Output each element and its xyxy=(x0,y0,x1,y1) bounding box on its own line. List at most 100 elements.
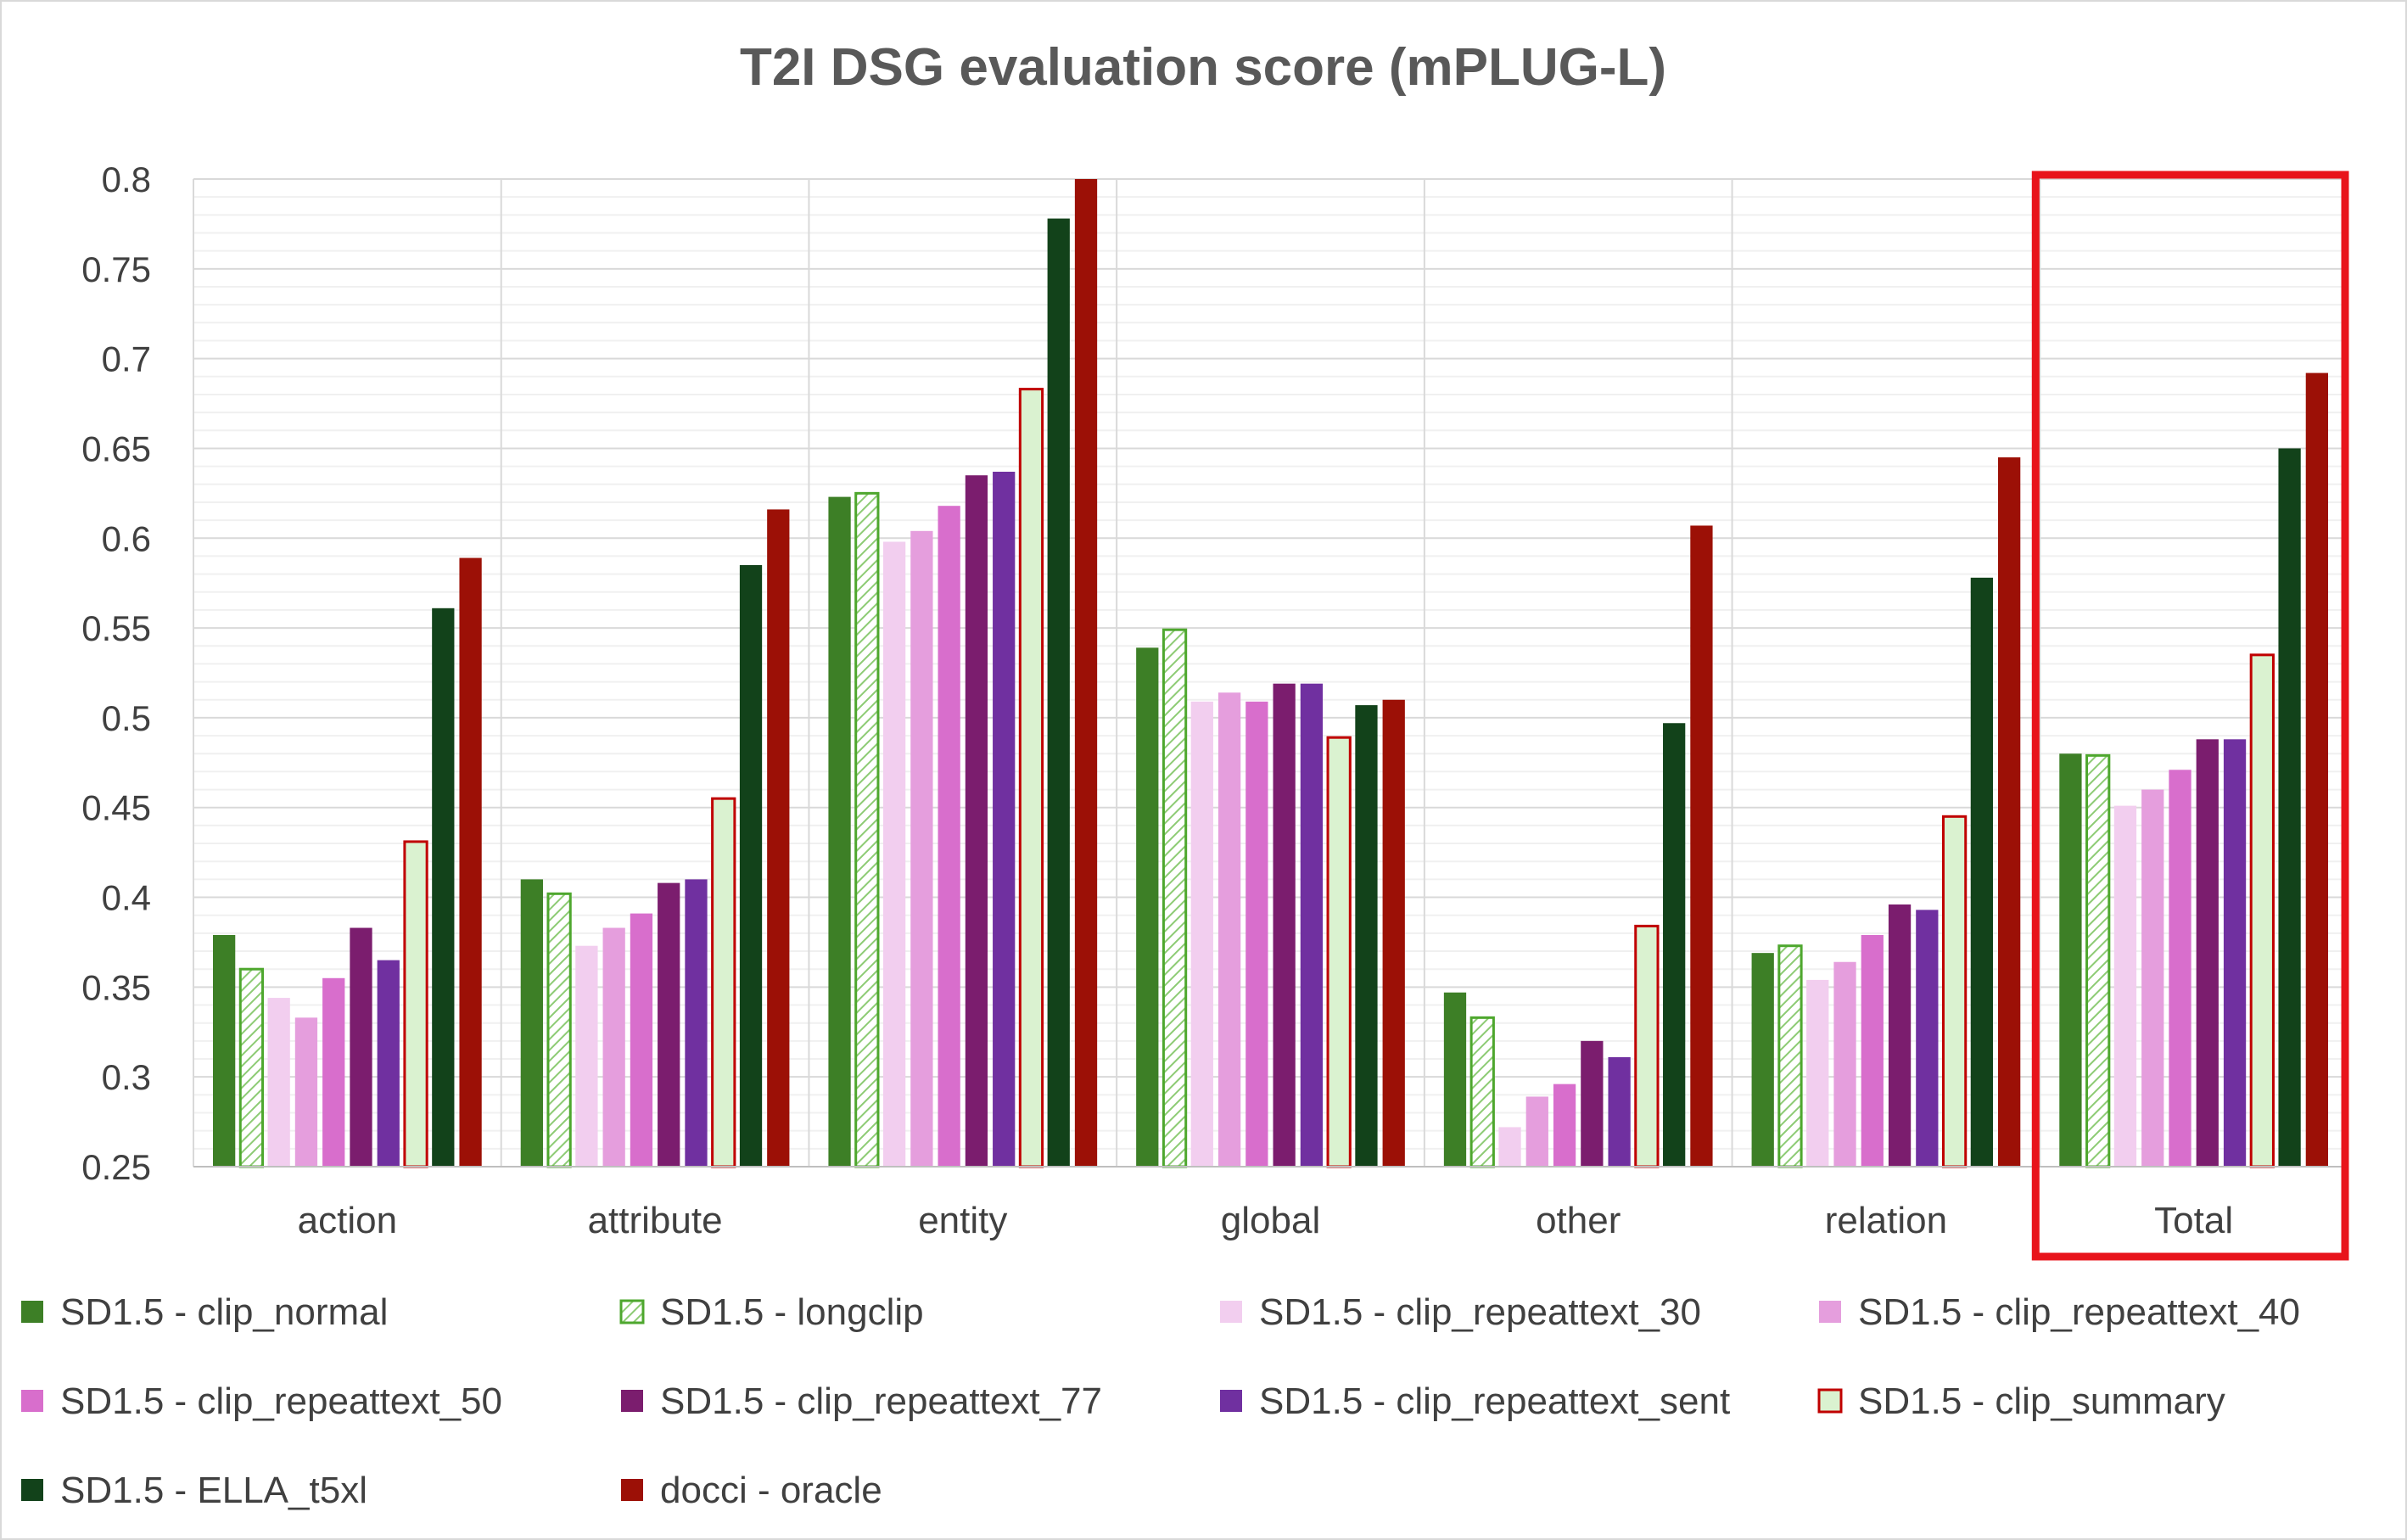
x-category-label: other xyxy=(1536,1200,1621,1241)
bar xyxy=(2085,753,2111,1168)
highlight-box-group xyxy=(2031,171,2349,1261)
bar xyxy=(1217,692,1241,1167)
bar xyxy=(575,945,598,1167)
legend-swatch xyxy=(621,1479,643,1501)
bar xyxy=(1382,699,1405,1167)
bar xyxy=(1861,934,1884,1167)
legend-swatch xyxy=(21,1390,43,1412)
bar xyxy=(685,879,708,1167)
bar xyxy=(432,608,455,1167)
bar xyxy=(2305,372,2328,1167)
legend-label: SD1.5 - clip_summary xyxy=(1858,1380,2225,1422)
bar xyxy=(1525,1096,1548,1167)
legend-swatch xyxy=(1220,1301,1242,1323)
bar xyxy=(630,913,653,1167)
bar xyxy=(546,892,572,1168)
bar xyxy=(213,934,236,1167)
bar xyxy=(1888,904,1912,1167)
bar xyxy=(377,960,400,1167)
bar xyxy=(1690,525,1713,1167)
legend-item: SD1.5 - ELLA_t5xl xyxy=(21,1470,367,1511)
x-category-label: Total xyxy=(2154,1200,2233,1241)
bar xyxy=(965,475,988,1167)
legend-item: SD1.5 - clip_repeattext_77 xyxy=(621,1380,1102,1422)
bar xyxy=(1663,723,1686,1167)
bar xyxy=(1074,179,1098,1167)
bar xyxy=(910,530,933,1167)
bar xyxy=(1273,683,1296,1167)
y-tick-label: 0.3 xyxy=(102,1057,151,1097)
chart-title: T2I DSG evaluation score (mPLUG-L) xyxy=(740,38,1666,97)
legend-label: SD1.5 - clip_repeattext_50 xyxy=(60,1380,502,1422)
bars xyxy=(213,179,2328,1168)
bar xyxy=(828,496,851,1167)
legend-item: SD1.5 - clip_normal xyxy=(21,1291,388,1333)
bar xyxy=(1581,1040,1604,1167)
legend-item: SD1.5 - clip_repeattext_50 xyxy=(21,1380,502,1422)
bar xyxy=(294,1017,318,1167)
x-category-label: entity xyxy=(918,1200,1007,1241)
bar xyxy=(459,557,482,1167)
legend-item: docci - oracle xyxy=(621,1470,882,1511)
bar xyxy=(1553,1084,1576,1167)
x-category-label: relation xyxy=(1825,1200,1947,1241)
y-tick-label: 0.35 xyxy=(81,967,151,1007)
bar xyxy=(767,509,790,1167)
bar xyxy=(1443,992,1467,1167)
bar xyxy=(1970,577,1994,1167)
legend-label: SD1.5 - clip_repeattext_sent xyxy=(1259,1380,1730,1422)
bar xyxy=(1833,961,1856,1167)
legend-swatch xyxy=(1220,1390,1242,1412)
highlight-box xyxy=(2031,171,2349,1261)
bar xyxy=(658,882,680,1167)
bar xyxy=(938,506,960,1167)
bar xyxy=(1300,683,1324,1167)
bar xyxy=(2113,805,2137,1167)
x-category-label: action xyxy=(298,1200,397,1241)
bar xyxy=(1498,1127,1521,1167)
bar xyxy=(2278,448,2301,1167)
legend-item: SD1.5 - longclip xyxy=(619,1291,924,1333)
bar xyxy=(2223,739,2247,1167)
y-tick-label: 0.65 xyxy=(81,428,151,468)
legend-swatch xyxy=(21,1479,43,1501)
x-category-label: attribute xyxy=(588,1200,723,1241)
bar xyxy=(711,797,736,1168)
bar xyxy=(2249,653,2275,1168)
y-tick-label: 0.6 xyxy=(102,518,151,558)
bar xyxy=(1162,628,1188,1168)
bar xyxy=(1190,701,1213,1167)
bar xyxy=(322,977,345,1167)
legend-label: SD1.5 - clip_repeattext_77 xyxy=(660,1380,1102,1422)
legend-swatch xyxy=(21,1301,43,1323)
bar xyxy=(1245,701,1268,1167)
bar xyxy=(2141,789,2164,1167)
bar xyxy=(1777,944,1803,1168)
bar xyxy=(854,491,880,1168)
bar xyxy=(1469,1016,1495,1168)
x-category-label: global xyxy=(1221,1200,1320,1241)
y-tick-label: 0.4 xyxy=(102,878,151,918)
y-tick-label: 0.55 xyxy=(81,608,151,648)
bar xyxy=(2169,770,2191,1167)
legend-swatch xyxy=(1819,1301,1841,1323)
bar xyxy=(739,565,763,1167)
y-tick-label: 0.8 xyxy=(102,160,151,199)
bar xyxy=(238,967,265,1168)
legend-swatch xyxy=(619,1299,645,1324)
bar xyxy=(1047,218,1070,1167)
bar xyxy=(993,471,1016,1167)
legend-swatch xyxy=(621,1390,643,1412)
legend-swatch xyxy=(1817,1388,1843,1414)
y-axis-tick-labels: 0.25 0.3 0.35 0.4 0.45 0.5 0.55 0.6 0.65 0.7 0.75 0… xyxy=(81,160,151,1187)
bar xyxy=(520,879,543,1167)
legend-label: SD1.5 - clip_repeattext_40 xyxy=(1858,1291,2300,1333)
y-tick-label: 0.45 xyxy=(81,788,151,828)
bar xyxy=(1608,1056,1631,1167)
bar xyxy=(1916,910,1939,1167)
bar xyxy=(267,998,290,1167)
bar xyxy=(602,927,625,1167)
bar xyxy=(1355,705,1378,1167)
legend-item: SD1.5 - clip_repeattext_sent xyxy=(1220,1380,1730,1422)
